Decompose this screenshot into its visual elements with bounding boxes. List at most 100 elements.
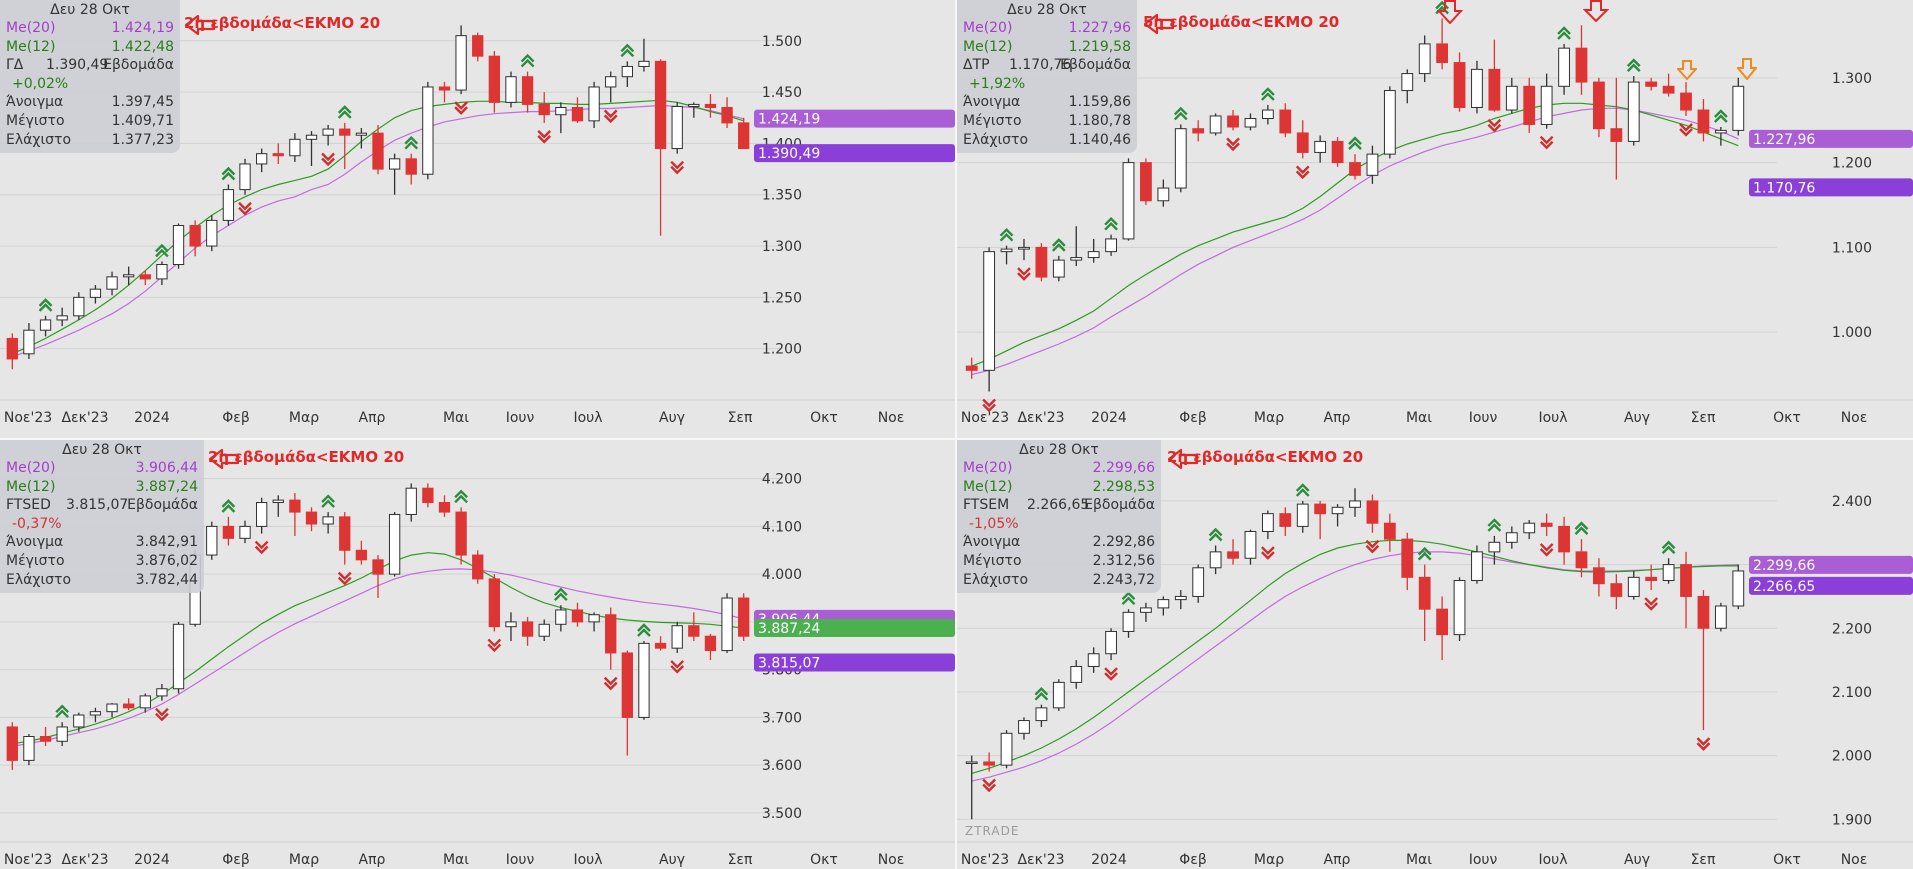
candle — [172, 223, 185, 269]
candle-body — [1540, 522, 1553, 527]
candle-body — [172, 623, 185, 690]
sell-signal-icon — [603, 109, 618, 124]
open-value: 1.397,45 — [111, 94, 174, 111]
last-price: 2.266,65 — [1027, 497, 1090, 514]
annotation-text: 2η εβδομάδα<ΕΚΜΟ 20 — [208, 448, 405, 466]
high-label: Μέγιστο — [6, 552, 65, 569]
candle-body — [1714, 129, 1727, 134]
candle-body — [472, 554, 484, 580]
buy-signal-icon — [1051, 238, 1066, 252]
candle-body — [1157, 187, 1170, 202]
candle-body — [1087, 653, 1100, 667]
high-label: Μέγιστο — [963, 552, 1022, 569]
candle-body — [1610, 128, 1623, 142]
candlestick-chart-dtp[interactable]: 1.300 1.200 1.100 1.000 Νοε'23 Δεκ'23 2024 Φεβ Μ… — [957, 0, 1913, 438]
chart-panel-ftsem[interactable]: 2.4002.3002.2002.1002.0001.900Νοε'23Δεκ'… — [957, 440, 1913, 869]
candle — [1227, 539, 1239, 565]
candle — [289, 492, 301, 536]
candle-body — [388, 158, 401, 170]
candlestick-chart-ftsed[interactable]: 4.2004.1004.0003.9003.8003.7003.6003.500… — [0, 440, 955, 869]
candle — [1383, 513, 1396, 552]
candle-body — [339, 128, 351, 136]
sell-signal-icon — [337, 571, 352, 586]
buy-signal-icon — [404, 135, 419, 150]
candle — [239, 158, 251, 195]
y-tick-label: 1.300 — [762, 239, 802, 255]
change: -0,37% — [12, 515, 62, 532]
candle — [206, 215, 218, 252]
x-tick-label: 2024 — [134, 852, 170, 868]
candle — [521, 617, 534, 646]
candle-body — [1627, 81, 1640, 142]
info-box: Δευ 28 Οκτ Me(20) 1.424,19 Me(12) 1.422,48… — [0, 0, 180, 154]
ma20-value: 3.906,44 — [135, 460, 198, 476]
candle-body — [1471, 551, 1483, 582]
buy-signal-icon — [620, 43, 635, 58]
x-tick-label: Μαι — [443, 852, 469, 868]
candle — [1296, 120, 1309, 159]
candle — [1035, 243, 1048, 282]
candle-body — [638, 60, 650, 67]
x-tick-label: Φεβ — [1179, 410, 1207, 426]
sell-signal-icon — [1539, 543, 1554, 557]
candle-body — [1314, 503, 1327, 515]
chart-panel-ftsed[interactable]: 4.2004.1004.0003.9003.8003.7003.6003.500… — [0, 440, 955, 869]
price-badge-label: 1.227,96 — [1753, 132, 1815, 148]
x-tick-label: Απρ — [359, 852, 386, 868]
buy-signal-icon — [1574, 521, 1589, 535]
y-tick-label: 1.500 — [762, 34, 802, 50]
candle — [1418, 35, 1431, 83]
candle — [588, 612, 600, 632]
candle — [721, 593, 733, 653]
candle-body — [1349, 500, 1361, 508]
candle-body — [73, 714, 85, 728]
candle — [1122, 158, 1135, 241]
candle-body — [1192, 128, 1205, 134]
candle — [1070, 226, 1083, 267]
candle — [1035, 704, 1048, 727]
candle-body — [1070, 257, 1083, 261]
candle — [422, 483, 434, 508]
candlestick-chart-gd[interactable]: 1.5001.4501.4001.3501.3001.2501.200Νοε'2… — [0, 0, 955, 438]
candle-body — [671, 105, 683, 150]
candle — [688, 612, 700, 641]
candle — [1645, 564, 1658, 591]
x-tick-label: Απρ — [359, 410, 386, 426]
buy-signal-icon — [1487, 518, 1502, 532]
candle — [56, 722, 68, 747]
candle — [1157, 179, 1170, 207]
y-tick-label: 4.200 — [762, 472, 802, 488]
candle-body — [1140, 162, 1152, 202]
buy-signal-icon — [221, 499, 236, 513]
candle — [1349, 488, 1361, 517]
candle — [1627, 76, 1640, 146]
open-value: 3.842,91 — [135, 534, 198, 551]
y-tick-label: 1.000 — [1832, 325, 1872, 341]
candle — [1000, 730, 1013, 769]
buy-signal-icon — [1661, 540, 1676, 555]
left-arrow-icon — [1167, 448, 1199, 470]
candle-body — [654, 60, 667, 150]
candle-body — [1401, 538, 1414, 578]
candle — [1558, 43, 1570, 95]
sell-signal-icon — [603, 676, 618, 691]
candle-body — [1401, 73, 1414, 92]
annotation-note: 5η εβδομάδα<ΕΚΜΟ 20 — [1143, 13, 1339, 35]
chart-panel-dtp[interactable]: 1.300 1.200 1.100 1.000 Νοε'23 Δεκ'23 2024 Φεβ Μ… — [957, 0, 1913, 438]
candle-body — [721, 597, 733, 652]
annotation-note: 2η εβδομάδα<ΕΚΜΟ 20 — [208, 448, 405, 470]
candle-body — [56, 726, 68, 742]
x-tick-label: Ιουν — [1469, 410, 1498, 426]
candle-body — [505, 621, 517, 628]
sell-signal-icon — [1644, 597, 1659, 611]
sell-signal-icon — [537, 130, 552, 144]
candle-body — [555, 107, 567, 116]
buy-signal-icon — [999, 227, 1014, 242]
open-value: 1.159,86 — [1068, 94, 1131, 111]
candle-body — [1227, 115, 1239, 128]
candle — [1540, 513, 1553, 536]
panel-divider-vertical — [955, 0, 957, 869]
candlestick-chart-ftsem[interactable]: 2.4002.3002.2002.1002.0001.900Νοε'23Δεκ'… — [957, 440, 1913, 869]
y-tick-label: 1.900 — [1832, 812, 1872, 828]
chart-panel-gd[interactable]: 1.5001.4501.4001.3501.3001.2501.200Νοε'2… — [0, 0, 955, 438]
